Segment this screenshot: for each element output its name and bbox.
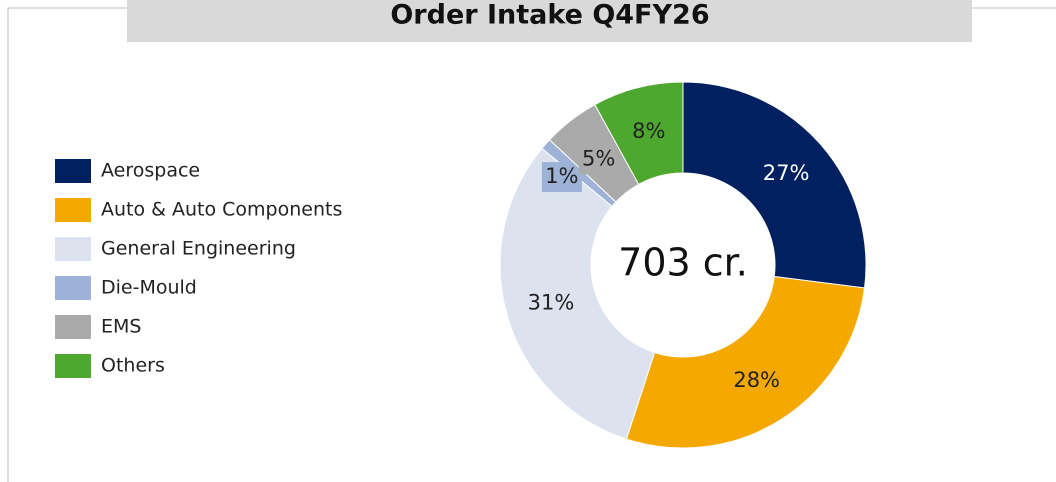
legend-swatch [55,159,91,183]
chart-title: Order Intake Q4FY26 [390,0,709,31]
center-label: 703 cr. [618,241,748,285]
donut-slice [499,147,656,440]
data-label: 5% [582,146,615,170]
legend-label: General Engineering [101,238,296,260]
title-box [127,0,972,42]
legend-label: Aerospace [101,160,200,182]
data-label: 28% [733,368,780,392]
legend-swatch [55,276,91,300]
data-label: 31% [528,290,575,314]
donut-slice [594,81,684,186]
data-label: 27% [763,161,810,185]
donut-slice [625,275,866,449]
legend-label: Die-Mould [101,277,197,299]
label-box [541,162,582,193]
data-label: 8% [632,119,665,143]
legend-label: EMS [101,316,141,338]
data-label: 1% [545,164,578,188]
donut-slice [682,81,867,289]
legend-swatch [55,354,91,378]
legend-label: Auto & Auto Components [101,199,342,221]
legend-label: Others [101,355,165,377]
label-box [578,144,619,175]
legend-swatch [55,237,91,261]
legend-swatch [55,198,91,222]
legend-swatch [55,315,91,339]
